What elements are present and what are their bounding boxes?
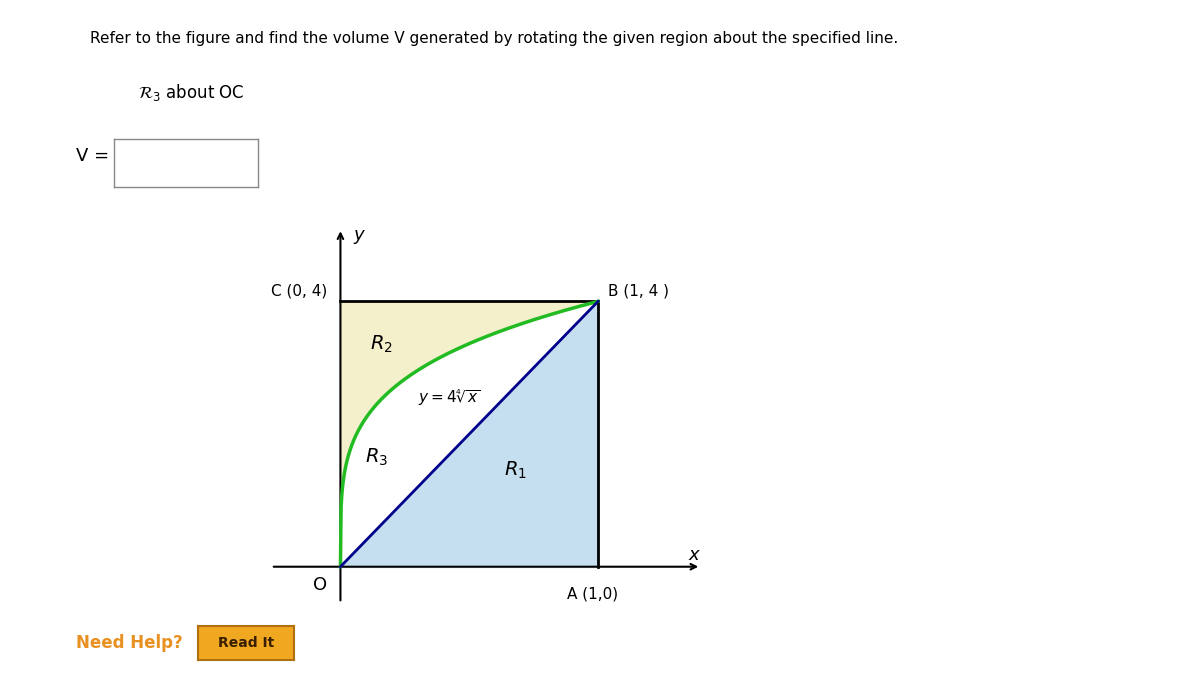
Text: $\mathit{R}_2$: $\mathit{R}_2$: [371, 334, 394, 355]
Text: A (1,0): A (1,0): [568, 586, 618, 602]
Polygon shape: [341, 301, 598, 567]
Text: $\mathit{R}_1$: $\mathit{R}_1$: [504, 460, 527, 481]
Text: C (0, 4): C (0, 4): [271, 283, 328, 298]
Text: O: O: [313, 577, 326, 595]
Text: B (1, 4 ): B (1, 4 ): [608, 283, 670, 298]
Text: V =: V =: [76, 147, 109, 165]
Text: $y = 4\sqrt[4]{x}$: $y = 4\sqrt[4]{x}$: [418, 387, 480, 407]
Text: Need Help?: Need Help?: [76, 634, 182, 652]
Text: $\mathit{R}_3$: $\mathit{R}_3$: [365, 446, 388, 468]
Text: Read It: Read It: [218, 636, 274, 650]
Polygon shape: [341, 301, 598, 567]
Text: x: x: [688, 546, 698, 564]
Text: $\mathcal{R}_3$ about OC: $\mathcal{R}_3$ about OC: [138, 82, 245, 103]
Text: Refer to the figure and find the volume V generated by rotating the given region: Refer to the figure and find the volume …: [90, 31, 899, 46]
Text: y: y: [353, 226, 364, 244]
